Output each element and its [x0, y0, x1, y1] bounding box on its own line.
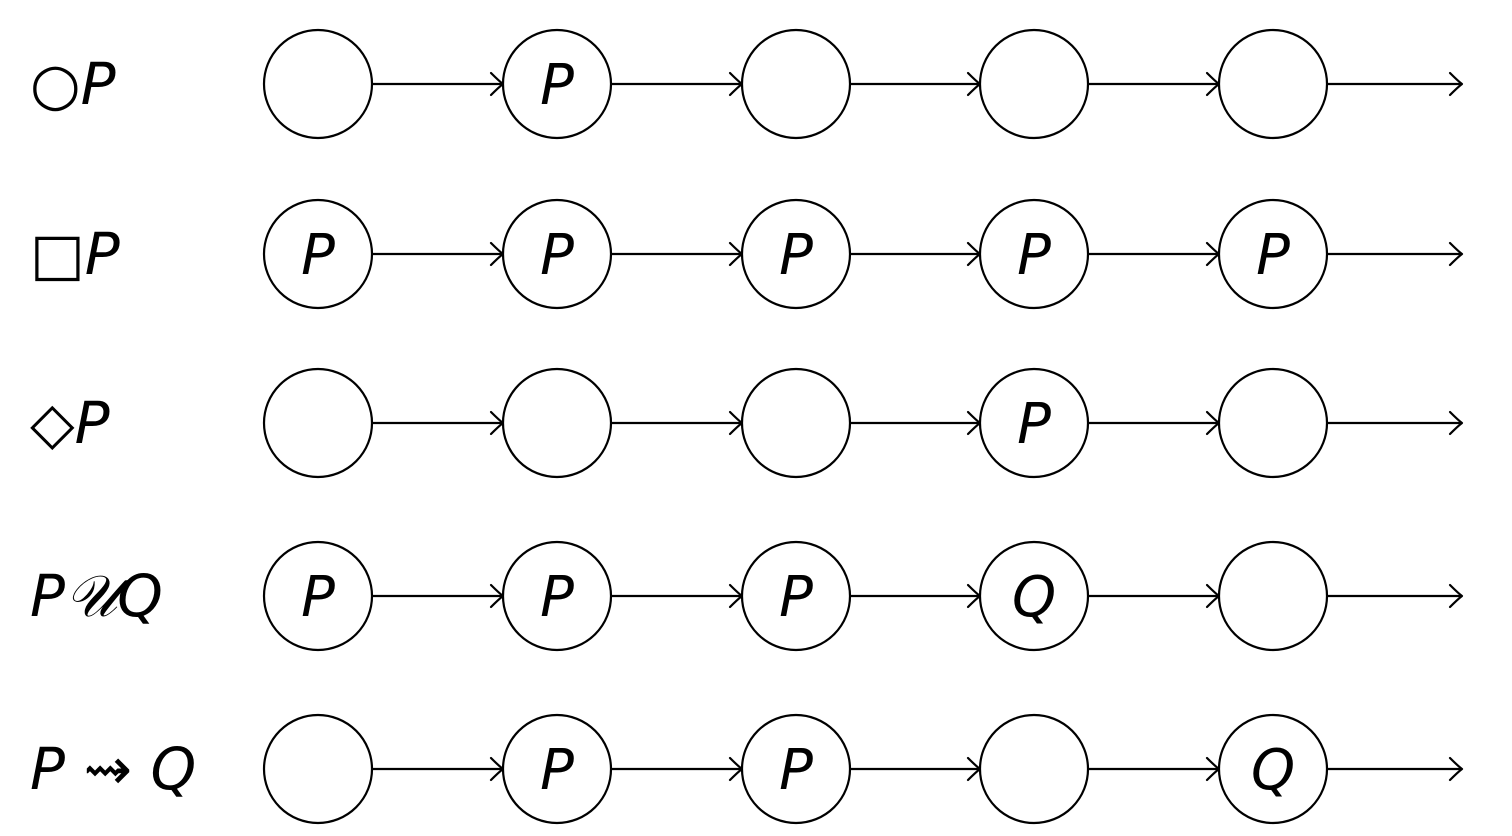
- state-node: P: [501, 540, 613, 652]
- transition-arrow: [850, 583, 982, 609]
- state-node: P: [262, 198, 374, 310]
- transition-arrow: [1088, 756, 1221, 782]
- transition-arrow: [611, 756, 744, 782]
- transition-arrow: [611, 583, 744, 609]
- state-proposition: P: [540, 223, 574, 288]
- state-node: [1217, 540, 1329, 652]
- transition-arrow: [372, 410, 505, 436]
- state-node: P: [501, 28, 613, 140]
- transition-arrow: [611, 71, 744, 97]
- transition-arrow: [372, 756, 505, 782]
- state-proposition: P: [1256, 223, 1290, 288]
- transition-arrow: [850, 241, 982, 267]
- transition-arrow: [372, 583, 505, 609]
- continuation-arrow: [1327, 71, 1464, 97]
- transition-arrow: [850, 410, 982, 436]
- state-node: Q: [1217, 713, 1329, 825]
- continuation-arrow: [1327, 241, 1464, 267]
- state-node: P: [1217, 198, 1329, 310]
- state-node: [978, 713, 1090, 825]
- transition-arrow: [372, 71, 505, 97]
- state-proposition: P: [540, 53, 574, 118]
- state-proposition: P: [1017, 223, 1051, 288]
- state-node: P: [978, 367, 1090, 479]
- state-proposition: P: [1017, 392, 1051, 457]
- operator-label: ○P: [30, 50, 116, 118]
- state-node: [1217, 28, 1329, 140]
- transition-arrow: [372, 241, 505, 267]
- state-node: P: [978, 198, 1090, 310]
- operator-label: P𝒰Q: [30, 562, 163, 630]
- state-proposition: P: [540, 738, 574, 803]
- state-node: Q: [978, 540, 1090, 652]
- operator-label: ◇P: [30, 389, 110, 457]
- continuation-arrow: [1327, 583, 1464, 609]
- transition-arrow: [611, 410, 744, 436]
- state-node: [262, 367, 374, 479]
- state-proposition: P: [301, 223, 335, 288]
- state-proposition: P: [301, 565, 335, 630]
- state-proposition: P: [779, 223, 813, 288]
- transition-arrow: [850, 756, 982, 782]
- state-node: [978, 28, 1090, 140]
- state-node: P: [501, 198, 613, 310]
- state-node: [262, 713, 374, 825]
- state-node: [501, 367, 613, 479]
- transition-arrow: [1088, 241, 1221, 267]
- transition-arrow: [1088, 410, 1221, 436]
- state-node: P: [501, 713, 613, 825]
- state-node: P: [262, 540, 374, 652]
- state-proposition: P: [540, 565, 574, 630]
- state-proposition: P: [779, 565, 813, 630]
- state-node: [1217, 367, 1329, 479]
- transition-arrow: [1088, 71, 1221, 97]
- state-node: P: [740, 198, 852, 310]
- state-node: P: [740, 713, 852, 825]
- transition-arrow: [850, 71, 982, 97]
- operator-label: □P: [30, 220, 120, 288]
- continuation-arrow: [1327, 756, 1464, 782]
- state-proposition: P: [779, 738, 813, 803]
- state-node: [740, 28, 852, 140]
- state-node: P: [740, 540, 852, 652]
- operator-label: P ⇝ Q: [30, 735, 196, 803]
- continuation-arrow: [1327, 410, 1464, 436]
- transition-arrow: [1088, 583, 1221, 609]
- state-node: [740, 367, 852, 479]
- state-proposition: Q: [1251, 738, 1295, 803]
- transition-arrow: [611, 241, 744, 267]
- state-proposition: Q: [1012, 565, 1056, 630]
- state-node: [262, 28, 374, 140]
